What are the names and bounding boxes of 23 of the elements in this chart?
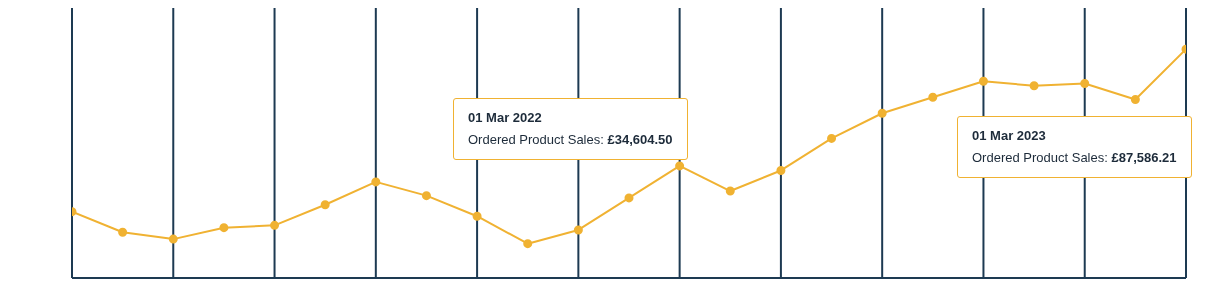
point [877, 108, 887, 118]
point [118, 227, 128, 237]
point [270, 220, 280, 230]
point [523, 239, 533, 249]
point [219, 223, 229, 233]
point [168, 234, 178, 244]
point [776, 165, 786, 175]
point [725, 186, 735, 196]
point [1080, 79, 1090, 89]
point [320, 200, 330, 210]
point [675, 161, 685, 171]
point [371, 177, 381, 187]
point [1130, 95, 1140, 105]
annotation: 01 Mar 2022 Ordered Product Sales: £34,604.50 [468, 109, 673, 149]
point [827, 133, 837, 143]
point [573, 225, 583, 235]
point [978, 76, 988, 86]
point [472, 211, 482, 221]
point [1029, 81, 1039, 91]
point [624, 193, 634, 203]
point [421, 191, 431, 201]
point [928, 92, 938, 102]
annotation: 01 Mar 2023 Ordered Product Sales: £87,586.21 [972, 127, 1177, 167]
